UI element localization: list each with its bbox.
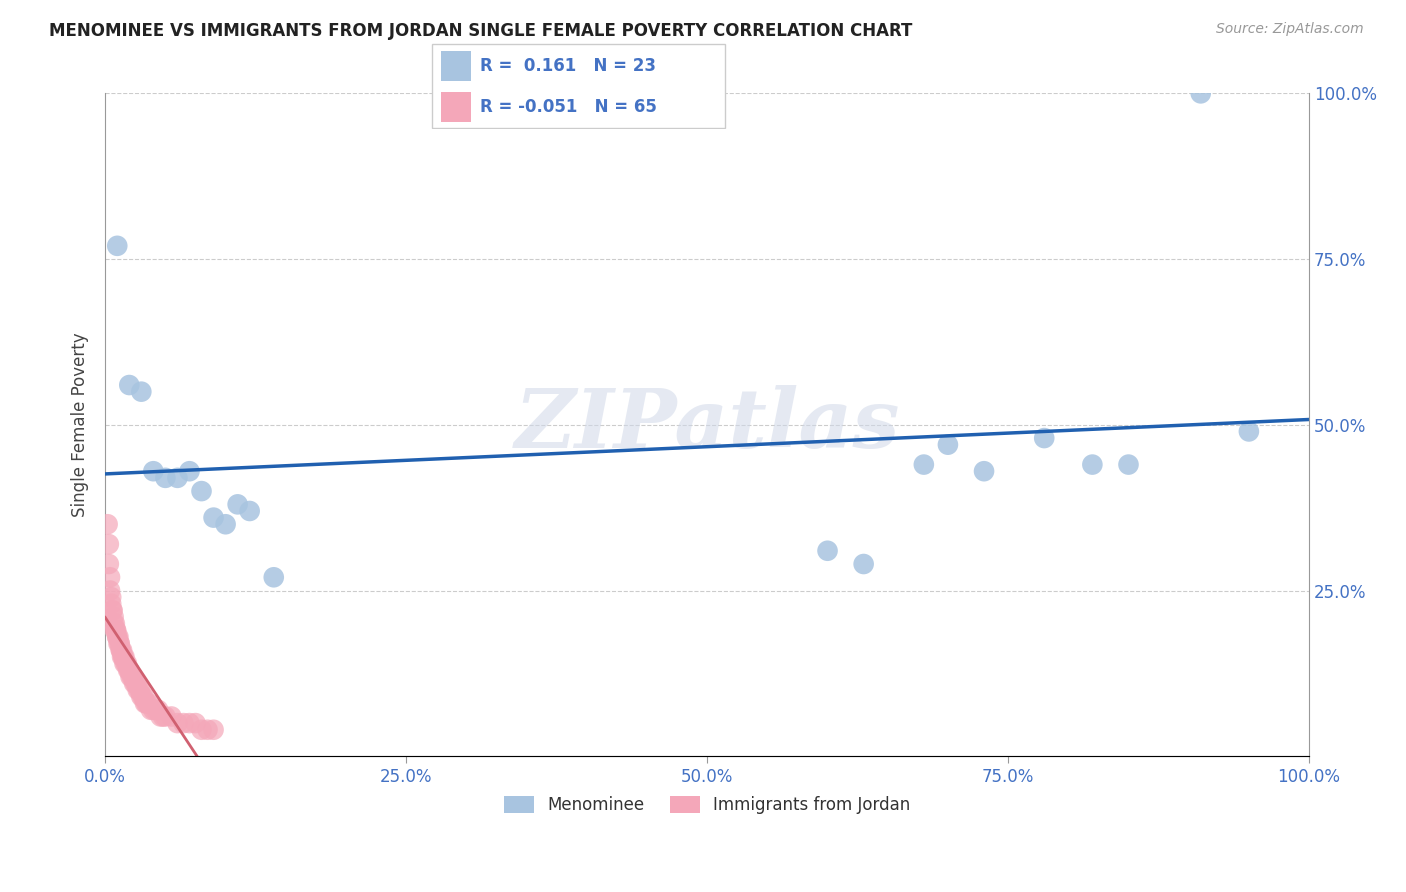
Point: [103, 616, 125, 631]
Point: [263, 570, 285, 584]
Point: [124, 676, 146, 690]
Point: [100, 590, 122, 604]
Point: [105, 630, 128, 644]
Point: [107, 630, 129, 644]
Bar: [441, 51, 471, 81]
Point: [852, 557, 875, 571]
Point: [98, 570, 121, 584]
Point: [131, 690, 153, 704]
Point: [214, 517, 236, 532]
Point: [202, 510, 225, 524]
Point: [817, 543, 839, 558]
Point: [190, 723, 212, 737]
Point: [1033, 431, 1056, 445]
Text: R = -0.051   N = 65: R = -0.051 N = 65: [481, 98, 657, 117]
Point: [202, 723, 225, 737]
Text: R =  0.161   N = 23: R = 0.161 N = 23: [481, 57, 657, 76]
Point: [101, 603, 124, 617]
Point: [131, 384, 153, 399]
Point: [105, 624, 128, 638]
Point: [172, 716, 194, 731]
Y-axis label: Single Female Poverty: Single Female Poverty: [72, 333, 89, 517]
Point: [155, 471, 177, 485]
Text: MENOMINEE VS IMMIGRANTS FROM JORDAN SINGLE FEMALE POVERTY CORRELATION CHART: MENOMINEE VS IMMIGRANTS FROM JORDAN SING…: [49, 22, 912, 40]
Point: [114, 657, 136, 671]
Point: [127, 683, 149, 698]
Point: [100, 597, 122, 611]
Point: [118, 663, 141, 677]
Point: [179, 464, 201, 478]
Point: [114, 657, 136, 671]
Point: [152, 709, 174, 723]
Point: [112, 649, 135, 664]
Point: [155, 709, 177, 723]
Point: [179, 716, 201, 731]
Point: [108, 636, 131, 650]
Point: [131, 690, 153, 704]
Point: [115, 657, 138, 671]
Point: [129, 683, 152, 698]
Point: [145, 703, 167, 717]
Point: [97, 537, 120, 551]
Point: [132, 690, 155, 704]
Point: [101, 603, 124, 617]
Point: [97, 557, 120, 571]
Point: [104, 624, 127, 638]
Point: [121, 670, 143, 684]
Point: [190, 484, 212, 499]
Point: [135, 696, 157, 710]
Point: [98, 583, 121, 598]
Point: [142, 703, 165, 717]
Point: [108, 636, 131, 650]
Point: [104, 616, 127, 631]
Point: [226, 497, 249, 511]
Point: [142, 464, 165, 478]
Point: [160, 709, 183, 723]
Bar: [441, 92, 471, 122]
Point: [1081, 458, 1104, 472]
Point: [239, 504, 262, 518]
Point: [973, 464, 995, 478]
Point: [117, 663, 139, 677]
Point: [107, 636, 129, 650]
Point: [118, 378, 141, 392]
Point: [128, 683, 150, 698]
Point: [134, 696, 156, 710]
Point: [184, 716, 207, 731]
Point: [936, 438, 959, 452]
Point: [118, 663, 141, 677]
Point: [166, 716, 188, 731]
Point: [1118, 458, 1140, 472]
Point: [110, 643, 132, 657]
Point: [114, 649, 136, 664]
Point: [103, 610, 125, 624]
Point: [138, 696, 160, 710]
Point: [139, 703, 162, 717]
Point: [1189, 87, 1212, 101]
Point: [1237, 425, 1260, 439]
Point: [122, 670, 145, 684]
Text: Source: ZipAtlas.com: Source: ZipAtlas.com: [1216, 22, 1364, 37]
Point: [197, 723, 219, 737]
Point: [112, 649, 135, 664]
Point: [912, 458, 935, 472]
Point: [136, 696, 159, 710]
Legend: Menominee, Immigrants from Jordan: Menominee, Immigrants from Jordan: [498, 789, 917, 821]
Point: [105, 239, 128, 253]
Point: [105, 624, 128, 638]
Point: [166, 471, 188, 485]
Point: [125, 676, 148, 690]
Point: [105, 630, 128, 644]
Point: [120, 670, 142, 684]
Point: [149, 709, 172, 723]
Point: [111, 643, 134, 657]
Text: ZIPatlas: ZIPatlas: [515, 384, 900, 465]
FancyBboxPatch shape: [432, 44, 725, 128]
Point: [122, 676, 145, 690]
Point: [97, 517, 120, 532]
Point: [148, 703, 170, 717]
Point: [110, 643, 132, 657]
Point: [111, 649, 134, 664]
